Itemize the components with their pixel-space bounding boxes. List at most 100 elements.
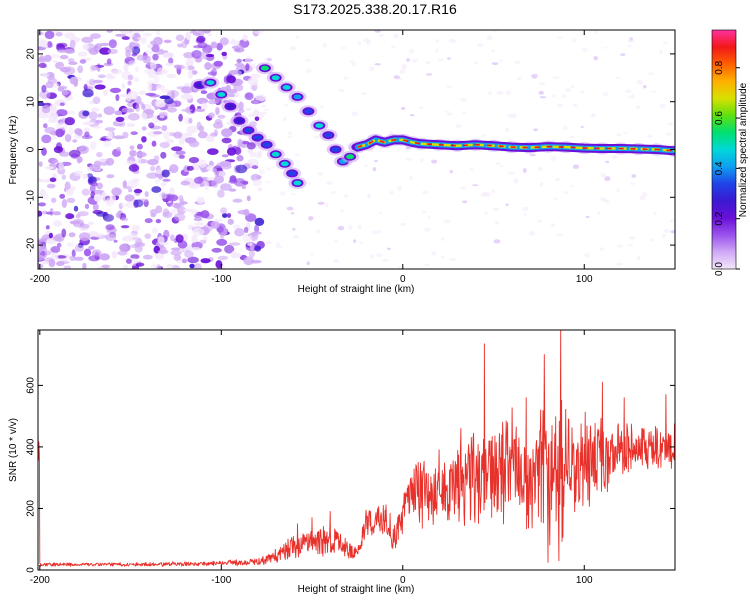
spectrogram-cell bbox=[127, 179, 139, 188]
spectrogram-cell bbox=[68, 61, 78, 65]
colorbar-tick-label: 0.6 bbox=[714, 111, 725, 125]
spectrogram-cell bbox=[66, 242, 74, 248]
y-tick-label: 0 bbox=[26, 567, 37, 573]
spectrogram-cell bbox=[58, 162, 65, 171]
colorbar-tick-label: 0.0 bbox=[714, 262, 725, 276]
spectrogram-cell bbox=[127, 113, 140, 121]
spectrogram-cell bbox=[61, 199, 68, 208]
spectrogram-cell bbox=[190, 247, 201, 251]
spectrogram-cell bbox=[67, 96, 74, 100]
spectrogram-cell bbox=[125, 160, 136, 165]
spectrogram-cell bbox=[378, 229, 382, 234]
spectrogram-cell bbox=[257, 187, 263, 192]
spectrogram-cell bbox=[126, 108, 135, 113]
spectrogram-cell bbox=[134, 245, 143, 253]
spectrogram-cell bbox=[133, 188, 143, 194]
spectrogram-cell bbox=[569, 135, 575, 139]
spectrogram-cell bbox=[127, 80, 132, 86]
snr-line-group bbox=[38, 330, 675, 567]
spectrogram-cell bbox=[495, 162, 501, 165]
snr-frame bbox=[37, 329, 676, 571]
spectrogram-cell bbox=[405, 157, 413, 161]
spectrogram-cell bbox=[103, 106, 115, 115]
spectrogram-cell bbox=[170, 250, 182, 256]
spectrogram-cell bbox=[57, 86, 65, 92]
spectrogram-cell bbox=[651, 90, 657, 93]
spectrogram-cell bbox=[97, 74, 106, 79]
spectrogram-cell bbox=[440, 237, 445, 241]
spectrogram-cell bbox=[127, 74, 134, 81]
spectrogram-cell bbox=[82, 88, 94, 98]
spectrogram-cell bbox=[88, 164, 101, 171]
spectrogram-cell bbox=[145, 50, 153, 55]
spectrogram-cell bbox=[228, 93, 235, 98]
snr-series-line bbox=[38, 330, 675, 567]
spectrogram-cell bbox=[292, 234, 300, 239]
spectrogram-cell bbox=[156, 67, 166, 76]
spectrogram-cell bbox=[181, 40, 188, 49]
spectrogram-cell bbox=[92, 96, 101, 105]
spectrogram-cell bbox=[120, 217, 129, 222]
spectrogram-cell bbox=[64, 134, 72, 142]
spectrogram-cell bbox=[155, 84, 166, 90]
spectrogram-cell bbox=[79, 147, 85, 151]
spectrogram-cell bbox=[190, 30, 198, 34]
spectrogram-cell bbox=[306, 68, 312, 74]
spectrogram-cell bbox=[372, 230, 378, 235]
y-tick-label: -10 bbox=[26, 190, 37, 205]
spectrogram-cell bbox=[151, 263, 157, 269]
spectrogram-cell bbox=[275, 245, 283, 249]
spectrogram-cell bbox=[154, 179, 161, 184]
spectrogram-cell bbox=[236, 154, 244, 162]
spectrogram-cell bbox=[238, 108, 245, 114]
spectrogram-cell bbox=[171, 264, 180, 269]
spectrogram-cell bbox=[326, 180, 333, 185]
spectrogram-cell bbox=[125, 258, 132, 264]
spectrogram-cell bbox=[179, 201, 188, 205]
spectrogram-cell bbox=[84, 203, 90, 209]
spectrogram-cell bbox=[165, 139, 175, 144]
spectrogram-cell bbox=[76, 155, 82, 164]
spectrogram-cell bbox=[188, 157, 200, 164]
spectrogram-cell bbox=[507, 113, 513, 118]
spectrogram-cell bbox=[261, 111, 268, 116]
spectrogram-cell bbox=[93, 193, 103, 202]
spectrogram-cell bbox=[38, 161, 43, 168]
spectrogram-cell bbox=[162, 208, 170, 217]
spectrogram-cell bbox=[213, 60, 223, 67]
spectrogram-cell bbox=[144, 218, 153, 224]
spectrogram-cell bbox=[252, 179, 263, 187]
spectrogram-cell bbox=[308, 216, 314, 221]
spectrogram-cell bbox=[120, 30, 130, 35]
spectrogram-cell bbox=[538, 82, 546, 85]
spectrogram-cell bbox=[186, 165, 194, 171]
spectrogram-cell bbox=[158, 191, 169, 199]
spectrogram-cell bbox=[221, 51, 227, 57]
spectrogram-cell bbox=[160, 89, 171, 93]
spectrogram-cell bbox=[310, 253, 314, 256]
spectrogram-cell bbox=[215, 107, 220, 116]
spectrogram-cell bbox=[52, 211, 62, 216]
spectrogram-cell bbox=[170, 202, 182, 208]
spectrogram-cell bbox=[39, 194, 50, 200]
spectrogram-cell bbox=[144, 191, 149, 198]
spectrogram-cell bbox=[135, 103, 140, 112]
spectrogram-cell bbox=[83, 45, 90, 49]
spectrogram-cell bbox=[255, 94, 267, 102]
spectrogram-cell bbox=[158, 249, 169, 254]
spectrogram-cell bbox=[484, 192, 491, 197]
spectrogram-cell bbox=[184, 66, 190, 71]
spectrogram-cell bbox=[166, 73, 177, 79]
spectrogram-cell bbox=[152, 53, 159, 61]
spectrogram-cell bbox=[218, 171, 225, 177]
spectrogram-cell bbox=[359, 241, 363, 244]
snr-axes: -200 -100 0 100 0 200 400 600 bbox=[26, 330, 675, 586]
spectrogram-cell bbox=[207, 148, 219, 156]
spectrogram-cell bbox=[493, 239, 501, 244]
spectrogram-cell bbox=[82, 173, 88, 179]
spectrogram-cell bbox=[659, 49, 663, 55]
spectrogram-cell bbox=[662, 41, 668, 45]
spectrogram-cell bbox=[320, 105, 324, 109]
spectrogram-cell bbox=[259, 169, 265, 175]
spectrogram-cell bbox=[48, 232, 54, 239]
